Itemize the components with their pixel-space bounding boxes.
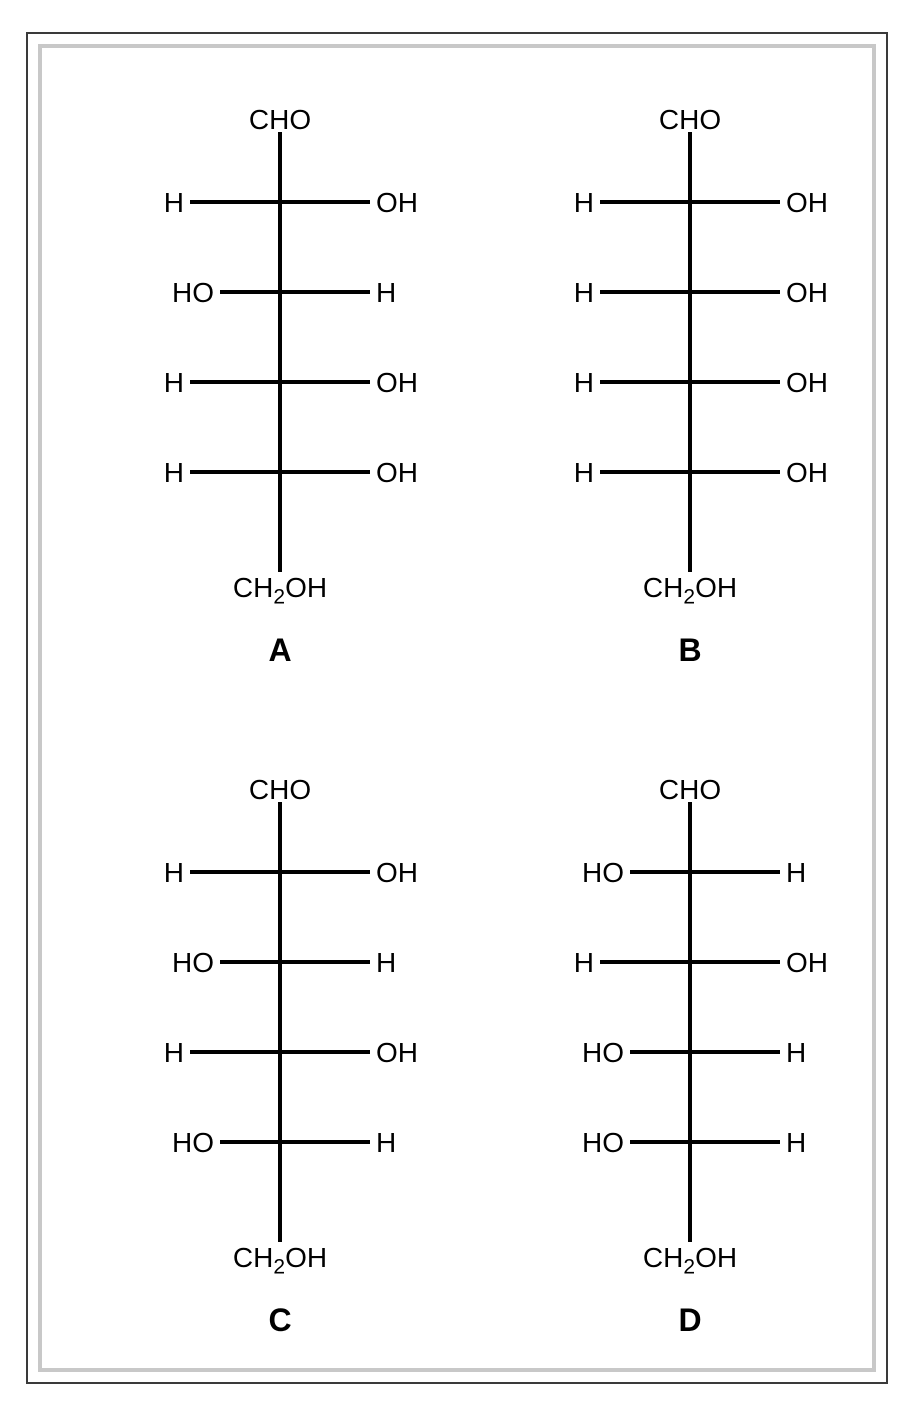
bond-line	[280, 290, 370, 294]
bond-line	[690, 870, 780, 874]
bond-line	[220, 1140, 280, 1144]
bond-line	[630, 870, 690, 874]
fischer-structure-b: CHO CH2OH B H OH H OH H OH H OH	[520, 72, 860, 692]
bond-line	[280, 1140, 370, 1144]
top-group-label: CHO	[659, 774, 721, 806]
backbone-line	[278, 802, 282, 1242]
substituent-label: H	[376, 277, 396, 309]
structure-letter: C	[268, 1302, 291, 1339]
structure-letter: A	[268, 632, 291, 669]
bond-line	[630, 1050, 690, 1054]
bottom-group-label: CH2OH	[643, 1242, 737, 1274]
bond-line	[190, 1050, 280, 1054]
top-group-label: CHO	[249, 774, 311, 806]
substituent-label: OH	[786, 947, 828, 979]
bottom-group-label: CH2OH	[233, 1242, 327, 1274]
bond-line	[600, 380, 690, 384]
substituent-label: HO	[172, 947, 214, 979]
bond-line	[690, 380, 780, 384]
substituent-label: H	[574, 457, 594, 489]
bond-line	[220, 290, 280, 294]
bond-line	[690, 290, 780, 294]
substituent-label: HO	[172, 1127, 214, 1159]
backbone-line	[278, 132, 282, 572]
substituent-label: H	[164, 857, 184, 889]
bond-line	[280, 870, 370, 874]
bond-line	[190, 200, 280, 204]
substituent-label: OH	[376, 457, 418, 489]
bond-line	[600, 290, 690, 294]
substituent-label: OH	[786, 457, 828, 489]
bond-line	[690, 1050, 780, 1054]
bond-line	[280, 1050, 370, 1054]
bond-line	[280, 960, 370, 964]
substituent-label: HO	[582, 1037, 624, 1069]
substituent-label: H	[574, 367, 594, 399]
substituent-label: H	[574, 187, 594, 219]
substituent-label: H	[376, 947, 396, 979]
bond-line	[280, 200, 370, 204]
substituent-label: OH	[376, 857, 418, 889]
substituent-label: OH	[786, 277, 828, 309]
substituent-label: H	[376, 1127, 396, 1159]
top-group-label: CHO	[249, 104, 311, 136]
bond-line	[600, 200, 690, 204]
fischer-structure-d: CHO CH2OH D HOHHOHHOHHOH	[520, 742, 860, 1362]
substituent-label: H	[164, 457, 184, 489]
substituent-label: OH	[786, 367, 828, 399]
bond-line	[190, 470, 280, 474]
page: CHO CH2OH A HOHHOHHOHHOH CHO CH2OH B HOH…	[0, 0, 912, 1414]
substituent-label: H	[786, 1037, 806, 1069]
substituent-label: H	[164, 187, 184, 219]
bond-line	[190, 870, 280, 874]
substituent-label: OH	[376, 1037, 418, 1069]
structure-letter: D	[678, 1302, 701, 1339]
substituent-label: HO	[582, 857, 624, 889]
structure-letter: B	[678, 632, 701, 669]
bottom-group-label: CH2OH	[233, 572, 327, 604]
bond-line	[190, 380, 280, 384]
substituent-label: H	[786, 1127, 806, 1159]
bottom-group-label: CH2OH	[643, 572, 737, 604]
backbone-line	[688, 132, 692, 572]
bond-line	[630, 1140, 690, 1144]
bond-line	[280, 470, 370, 474]
bond-line	[280, 380, 370, 384]
substituent-label: H	[164, 367, 184, 399]
substituent-label: H	[574, 947, 594, 979]
backbone-line	[688, 802, 692, 1242]
bond-line	[690, 470, 780, 474]
bond-line	[220, 960, 280, 964]
substituent-label: H	[786, 857, 806, 889]
substituent-label: HO	[172, 277, 214, 309]
substituent-label: OH	[786, 187, 828, 219]
substituent-label: OH	[376, 367, 418, 399]
bond-line	[600, 470, 690, 474]
bond-line	[600, 960, 690, 964]
bond-line	[690, 1140, 780, 1144]
substituent-label: OH	[376, 187, 418, 219]
bond-line	[690, 200, 780, 204]
substituent-label: H	[164, 1037, 184, 1069]
fischer-structure-a: CHO CH2OH A HOHHOHHOHHOH	[110, 72, 450, 692]
top-group-label: CHO	[659, 104, 721, 136]
substituent-label: H	[574, 277, 594, 309]
substituent-label: HO	[582, 1127, 624, 1159]
bond-line	[690, 960, 780, 964]
fischer-structure-c: CHO CH2OH C HOHHOHHOHHOH	[110, 742, 450, 1362]
